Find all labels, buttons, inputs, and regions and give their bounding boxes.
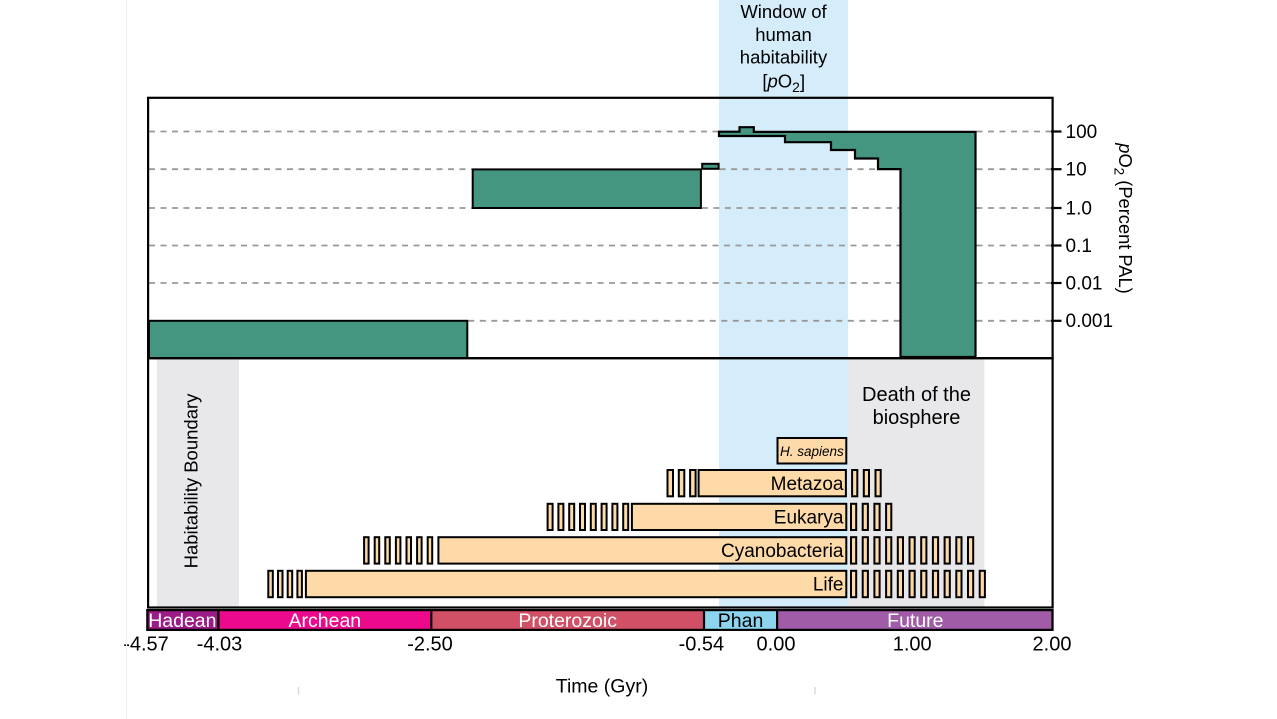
svg-text:Life: Life bbox=[813, 575, 844, 596]
svg-text:pO2 (Percent PAL): pO2 (Percent PAL) bbox=[1112, 142, 1137, 293]
svg-text:H. sapiens: H. sapiens bbox=[780, 444, 844, 459]
svg-text:Habitability Boundary: Habitability Boundary bbox=[181, 393, 202, 569]
svg-text:1.0: 1.0 bbox=[1066, 198, 1092, 219]
svg-text:Archean: Archean bbox=[289, 610, 362, 632]
svg-text:0.01: 0.01 bbox=[1066, 273, 1103, 294]
svg-text:-4.03: -4.03 bbox=[197, 634, 243, 656]
svg-text:-0.54: -0.54 bbox=[679, 634, 725, 656]
svg-text:-2.50: -2.50 bbox=[407, 634, 453, 656]
svg-text:-4.57: -4.57 bbox=[123, 634, 169, 656]
svg-text:0.00: 0.00 bbox=[757, 634, 796, 656]
svg-text:habitability: habitability bbox=[740, 46, 828, 67]
svg-text:Proterozoic: Proterozoic bbox=[518, 610, 617, 632]
svg-text:human: human bbox=[755, 24, 812, 45]
svg-text:Future: Future bbox=[887, 610, 943, 632]
svg-text:1.00: 1.00 bbox=[893, 634, 932, 656]
svg-text:0.1: 0.1 bbox=[1066, 236, 1092, 257]
svg-text:Cyanobacteria: Cyanobacteria bbox=[721, 541, 844, 562]
svg-text:100: 100 bbox=[1066, 122, 1098, 143]
svg-text:biosphere: biosphere bbox=[873, 407, 961, 429]
svg-text:Hadean: Hadean bbox=[148, 610, 216, 632]
svg-text:Metazoa: Metazoa bbox=[771, 474, 844, 495]
svg-text:Time (Gyr): Time (Gyr) bbox=[556, 676, 648, 698]
svg-text:Phan: Phan bbox=[718, 610, 764, 632]
svg-text:Death of the: Death of the bbox=[862, 384, 971, 406]
svg-text:0.001: 0.001 bbox=[1066, 311, 1114, 332]
svg-text:10: 10 bbox=[1066, 160, 1087, 181]
svg-text:Window of: Window of bbox=[740, 1, 827, 22]
svg-text:2.00: 2.00 bbox=[1033, 634, 1072, 656]
svg-text:Eukarya: Eukarya bbox=[774, 508, 844, 529]
